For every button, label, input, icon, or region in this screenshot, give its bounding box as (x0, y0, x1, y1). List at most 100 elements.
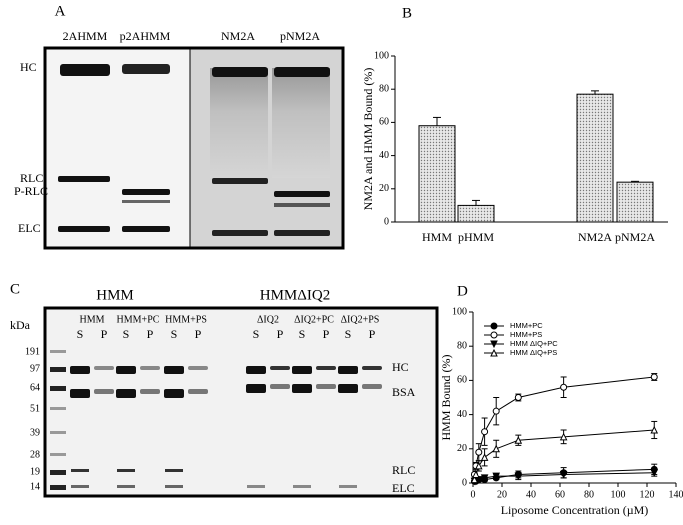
lane-label: ΔIQ2 (257, 314, 279, 325)
band (362, 366, 382, 370)
marker (493, 408, 499, 414)
band (339, 485, 357, 488)
y-tick-label: 80 (457, 340, 467, 351)
band (212, 230, 268, 236)
band (94, 366, 114, 370)
mw-label: 28 (30, 449, 40, 460)
band-label: P-RLC (14, 184, 48, 198)
y-tick-label: 20 (457, 443, 467, 454)
fraction-label: S (77, 327, 84, 341)
band (188, 389, 208, 394)
lane-label: NM2A (221, 29, 255, 43)
mw-label: 97 (30, 363, 40, 374)
bar (577, 94, 613, 222)
x-axis-label: Liposome Concentration (µM) (501, 503, 649, 517)
fraction-label: S (171, 327, 178, 341)
ladder-band (50, 485, 66, 490)
fraction-label: P (369, 327, 376, 341)
band-label: BSA (392, 385, 416, 399)
fraction-label: P (147, 327, 154, 341)
panel-letter: B (402, 5, 412, 21)
marker (482, 429, 488, 435)
fraction-label: P (195, 327, 202, 341)
legend-label: HMM+PC (510, 321, 543, 330)
y-tick-label: 80 (379, 83, 389, 94)
band (122, 64, 170, 74)
band (338, 384, 358, 393)
band (165, 469, 183, 472)
mw-label: 51 (30, 403, 40, 414)
band (122, 226, 170, 232)
bar (458, 205, 494, 222)
band (70, 366, 90, 374)
band (60, 64, 110, 76)
y-tick-label: 60 (379, 117, 389, 128)
y-axis-label: NM2A and HMM Bound (%) (361, 68, 375, 211)
x-tick-label: NM2A (578, 230, 612, 244)
panel-letter: D (457, 283, 468, 299)
marker (651, 374, 657, 380)
lane-label: HMM+PC (117, 314, 160, 325)
series-line (474, 377, 654, 474)
band-label: RLC (20, 171, 43, 185)
band (116, 366, 136, 374)
ladder-band (50, 453, 66, 456)
band (316, 384, 336, 389)
legend-label: HMM+PS (510, 330, 542, 339)
y-tick-label: 60 (457, 375, 467, 386)
fraction-label: P (101, 327, 108, 341)
x-tick-label: 100 (611, 489, 626, 500)
band (58, 226, 110, 232)
lane-label: p2AHMM (120, 29, 171, 43)
band (165, 485, 183, 488)
band (122, 189, 170, 195)
ladder-band (50, 431, 66, 434)
marker (476, 449, 482, 455)
y-axis-label: HMM Bound (%) (439, 354, 453, 440)
x-tick-label: pNM2A (615, 230, 655, 244)
lane-label: HMM (79, 314, 104, 325)
band (116, 389, 136, 398)
band (70, 389, 90, 398)
x-tick-label: pHMM (458, 230, 494, 244)
y-tick-label: 100 (374, 50, 389, 61)
marker (491, 332, 497, 338)
band-label: ELC (392, 481, 415, 495)
fraction-label: S (345, 327, 352, 341)
legend-label: HMM ΔIQ+PC (510, 339, 558, 348)
group-label: HMMΔIQ2 (260, 287, 330, 303)
lane-label: HMM+PS (165, 314, 207, 325)
lane-label: pNM2A (280, 29, 320, 43)
band-label: HC (392, 360, 409, 374)
band (212, 67, 268, 77)
mw-label: 19 (30, 466, 40, 477)
band (274, 230, 330, 236)
y-tick-label: 40 (379, 150, 389, 161)
x-tick-label: 120 (640, 489, 655, 500)
x-tick-label: 60 (555, 489, 565, 500)
ladder-band (50, 386, 66, 391)
mw-label: 14 (30, 481, 40, 492)
band (293, 485, 311, 488)
fraction-label: S (123, 327, 130, 341)
ladder-band (50, 350, 66, 353)
mw-label: 64 (30, 382, 40, 393)
lane-label: ΔIQ2+PS (341, 314, 380, 325)
band-label: HC (20, 60, 37, 74)
bar (419, 126, 455, 222)
unit-label: kDa (10, 318, 31, 332)
band (58, 176, 110, 182)
marker (491, 323, 497, 329)
x-tick-label: HMM (422, 230, 452, 244)
panel-letter: C (10, 281, 20, 297)
band (140, 389, 160, 394)
legend-label: HMM ΔIQ+PS (510, 348, 557, 357)
band (117, 469, 135, 472)
band (362, 384, 382, 389)
fraction-label: S (253, 327, 260, 341)
band (270, 384, 290, 389)
group-label: HMM (96, 287, 134, 303)
y-tick-label: 20 (379, 183, 389, 194)
y-tick-label: 100 (452, 306, 467, 317)
